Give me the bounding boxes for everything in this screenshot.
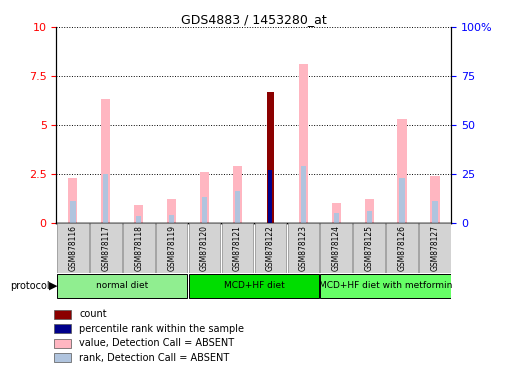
Bar (103, 174, 108, 223)
Bar (57, 274, 187, 298)
Bar (70, 201, 75, 223)
Bar (299, 64, 308, 223)
Text: percentile rank within the sample: percentile rank within the sample (80, 324, 244, 334)
Bar (222, 223, 253, 273)
Bar (169, 215, 174, 223)
Text: GSM878123: GSM878123 (299, 225, 308, 271)
Bar (167, 199, 176, 223)
Bar (189, 274, 319, 298)
Bar (54, 310, 71, 319)
Text: normal diet: normal diet (96, 281, 148, 290)
Bar (331, 203, 341, 223)
Text: protocol: protocol (10, 281, 50, 291)
Bar (430, 176, 440, 223)
Text: GSM878122: GSM878122 (266, 225, 275, 271)
Bar (101, 99, 110, 223)
Bar (54, 339, 71, 348)
Bar (123, 223, 154, 273)
Text: rank, Detection Call = ABSENT: rank, Detection Call = ABSENT (80, 353, 230, 362)
Text: MCD+HF diet with metformin: MCD+HF diet with metformin (319, 281, 452, 290)
Bar (202, 197, 207, 223)
Bar (365, 199, 374, 223)
Bar (353, 223, 385, 273)
Bar (235, 191, 240, 223)
Bar (134, 205, 143, 223)
Bar (366, 211, 372, 223)
Bar (136, 216, 142, 223)
Text: GSM878120: GSM878120 (200, 225, 209, 271)
Bar (419, 223, 451, 273)
Text: GSM878116: GSM878116 (68, 225, 77, 271)
Bar (54, 353, 71, 362)
Text: MCD+HF diet: MCD+HF diet (224, 281, 284, 290)
Bar (386, 223, 418, 273)
Bar (321, 274, 451, 298)
Text: GSM878119: GSM878119 (167, 225, 176, 271)
Bar (398, 119, 407, 223)
Bar (200, 172, 209, 223)
Bar (54, 324, 71, 333)
Text: GSM878118: GSM878118 (134, 225, 143, 271)
Bar (90, 223, 122, 273)
Text: GSM878124: GSM878124 (332, 225, 341, 271)
Bar (301, 166, 306, 223)
Text: GSM878127: GSM878127 (430, 225, 440, 271)
Text: value, Detection Call = ABSENT: value, Detection Call = ABSENT (80, 338, 234, 348)
Text: count: count (80, 310, 107, 319)
Title: GDS4883 / 1453280_at: GDS4883 / 1453280_at (181, 13, 327, 26)
Text: ▶: ▶ (49, 281, 57, 291)
Bar (254, 223, 286, 273)
Bar (156, 223, 187, 273)
Bar (233, 166, 242, 223)
Text: GSM878126: GSM878126 (398, 225, 407, 271)
Bar (57, 223, 89, 273)
Bar (189, 223, 221, 273)
Text: GSM878117: GSM878117 (101, 225, 110, 271)
Bar (267, 91, 274, 223)
Text: GSM878125: GSM878125 (365, 225, 373, 271)
Bar (432, 201, 438, 223)
Text: GSM878121: GSM878121 (233, 225, 242, 271)
Bar (268, 170, 272, 223)
Bar (400, 178, 405, 223)
Bar (68, 178, 77, 223)
Bar (333, 213, 339, 223)
Bar (287, 223, 319, 273)
Bar (321, 223, 352, 273)
